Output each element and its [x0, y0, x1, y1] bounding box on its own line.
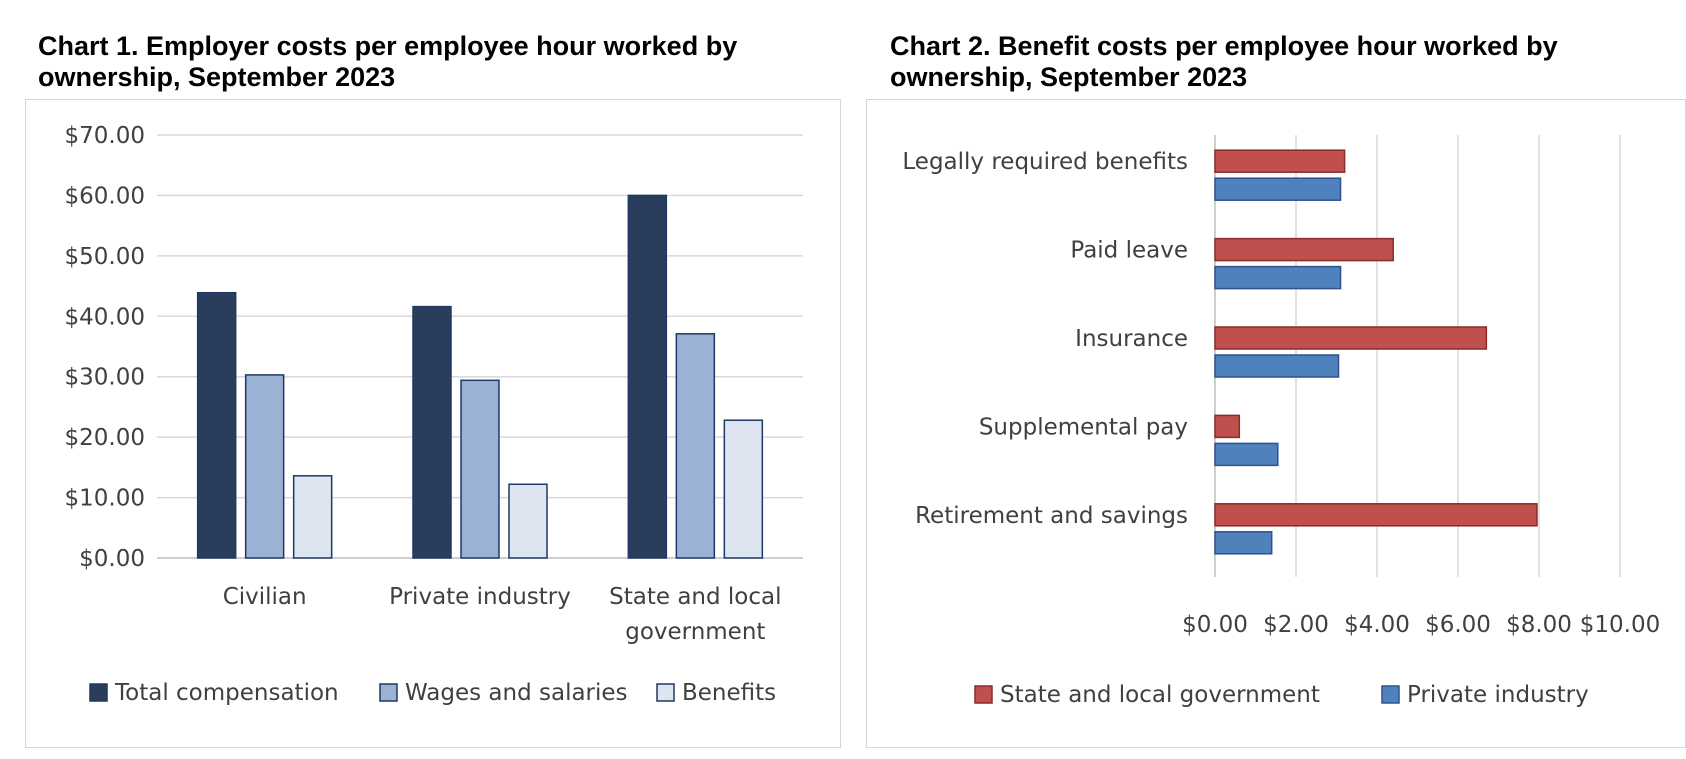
chart1-y-tick-label: $0.00 — [79, 546, 145, 572]
chart2-bar — [1214, 149, 1346, 173]
chart2-x-tick-label: $2.00 — [1263, 612, 1329, 638]
chart1-y-tick-label: $60.00 — [65, 183, 145, 209]
chart1-category-label: government — [625, 619, 765, 645]
chart2-bar — [1214, 442, 1279, 467]
chart1-legend-label: Wages and salaries — [405, 680, 628, 706]
chart2-bar — [1214, 414, 1241, 439]
chart1-bar — [244, 374, 285, 559]
chart2-category-label: Legally required benefits — [902, 149, 1188, 175]
chart1-y-tick-label: $10.00 — [65, 486, 145, 512]
chart1-legend-swatch — [89, 683, 108, 702]
chart2-category-label: Paid leave — [1070, 238, 1188, 264]
chart2-x-tick-label: $4.00 — [1344, 612, 1410, 638]
chart2-x-tick-label: $8.00 — [1506, 612, 1572, 638]
chart2-bar — [1214, 326, 1488, 350]
chart1-category-label: State and local — [609, 584, 781, 610]
chart1-y-tick-label: $30.00 — [65, 365, 145, 391]
chart1-category-label: Civilian — [223, 584, 307, 610]
chart2-x-tick-label: $6.00 — [1425, 612, 1491, 638]
chart1-bar — [723, 419, 764, 559]
chart1-legend-label: Total compensation — [114, 680, 339, 706]
chart1-y-tick-label: $40.00 — [65, 304, 145, 330]
chart1-bar — [412, 305, 452, 559]
chart1-legend-label: Benefits — [682, 680, 776, 706]
chart2-x-tick-label: $0.00 — [1182, 612, 1248, 638]
chart1-y-tick-label: $20.00 — [65, 425, 145, 451]
chart1-y-tick-label: $50.00 — [65, 244, 145, 270]
chart1-bar — [460, 379, 500, 559]
chart2-bar — [1214, 354, 1340, 378]
chart2-bar — [1214, 503, 1538, 527]
chart2-category-label: Insurance — [1075, 326, 1188, 352]
chart1-bar — [292, 475, 333, 559]
chart1-bar — [508, 483, 548, 559]
chart2-category-label: Supplemental pay — [979, 414, 1188, 440]
chart1-y-tick-label: $70.00 — [65, 123, 145, 149]
chart2-category-label: Retirement and savings — [915, 503, 1188, 529]
chart2-legend-label: State and local government — [1000, 682, 1320, 708]
chart1-bar — [627, 194, 668, 559]
chart1-legend-swatch — [656, 683, 675, 702]
chart1-title: Chart 1. Employer costs per employee hou… — [38, 31, 738, 92]
chart1-bar — [675, 333, 716, 559]
chart2-legend-label: Private industry — [1407, 682, 1589, 708]
chart2-frame — [866, 99, 1686, 748]
chart2-bar — [1214, 265, 1342, 290]
chart2-legend-swatch — [1381, 685, 1400, 704]
chart2-bar — [1214, 531, 1273, 555]
chart2-legend-swatch — [974, 685, 993, 704]
chart1-category-label: Private industry — [389, 584, 571, 610]
chart2-title: Chart 2. Benefit costs per employee hour… — [890, 31, 1558, 92]
chart1-bar — [196, 291, 237, 559]
chart2-bar — [1214, 177, 1342, 201]
chart2-x-tick-label: $10.00 — [1580, 612, 1660, 638]
chart2-bar — [1214, 237, 1394, 262]
chart1-legend-swatch — [379, 683, 398, 702]
